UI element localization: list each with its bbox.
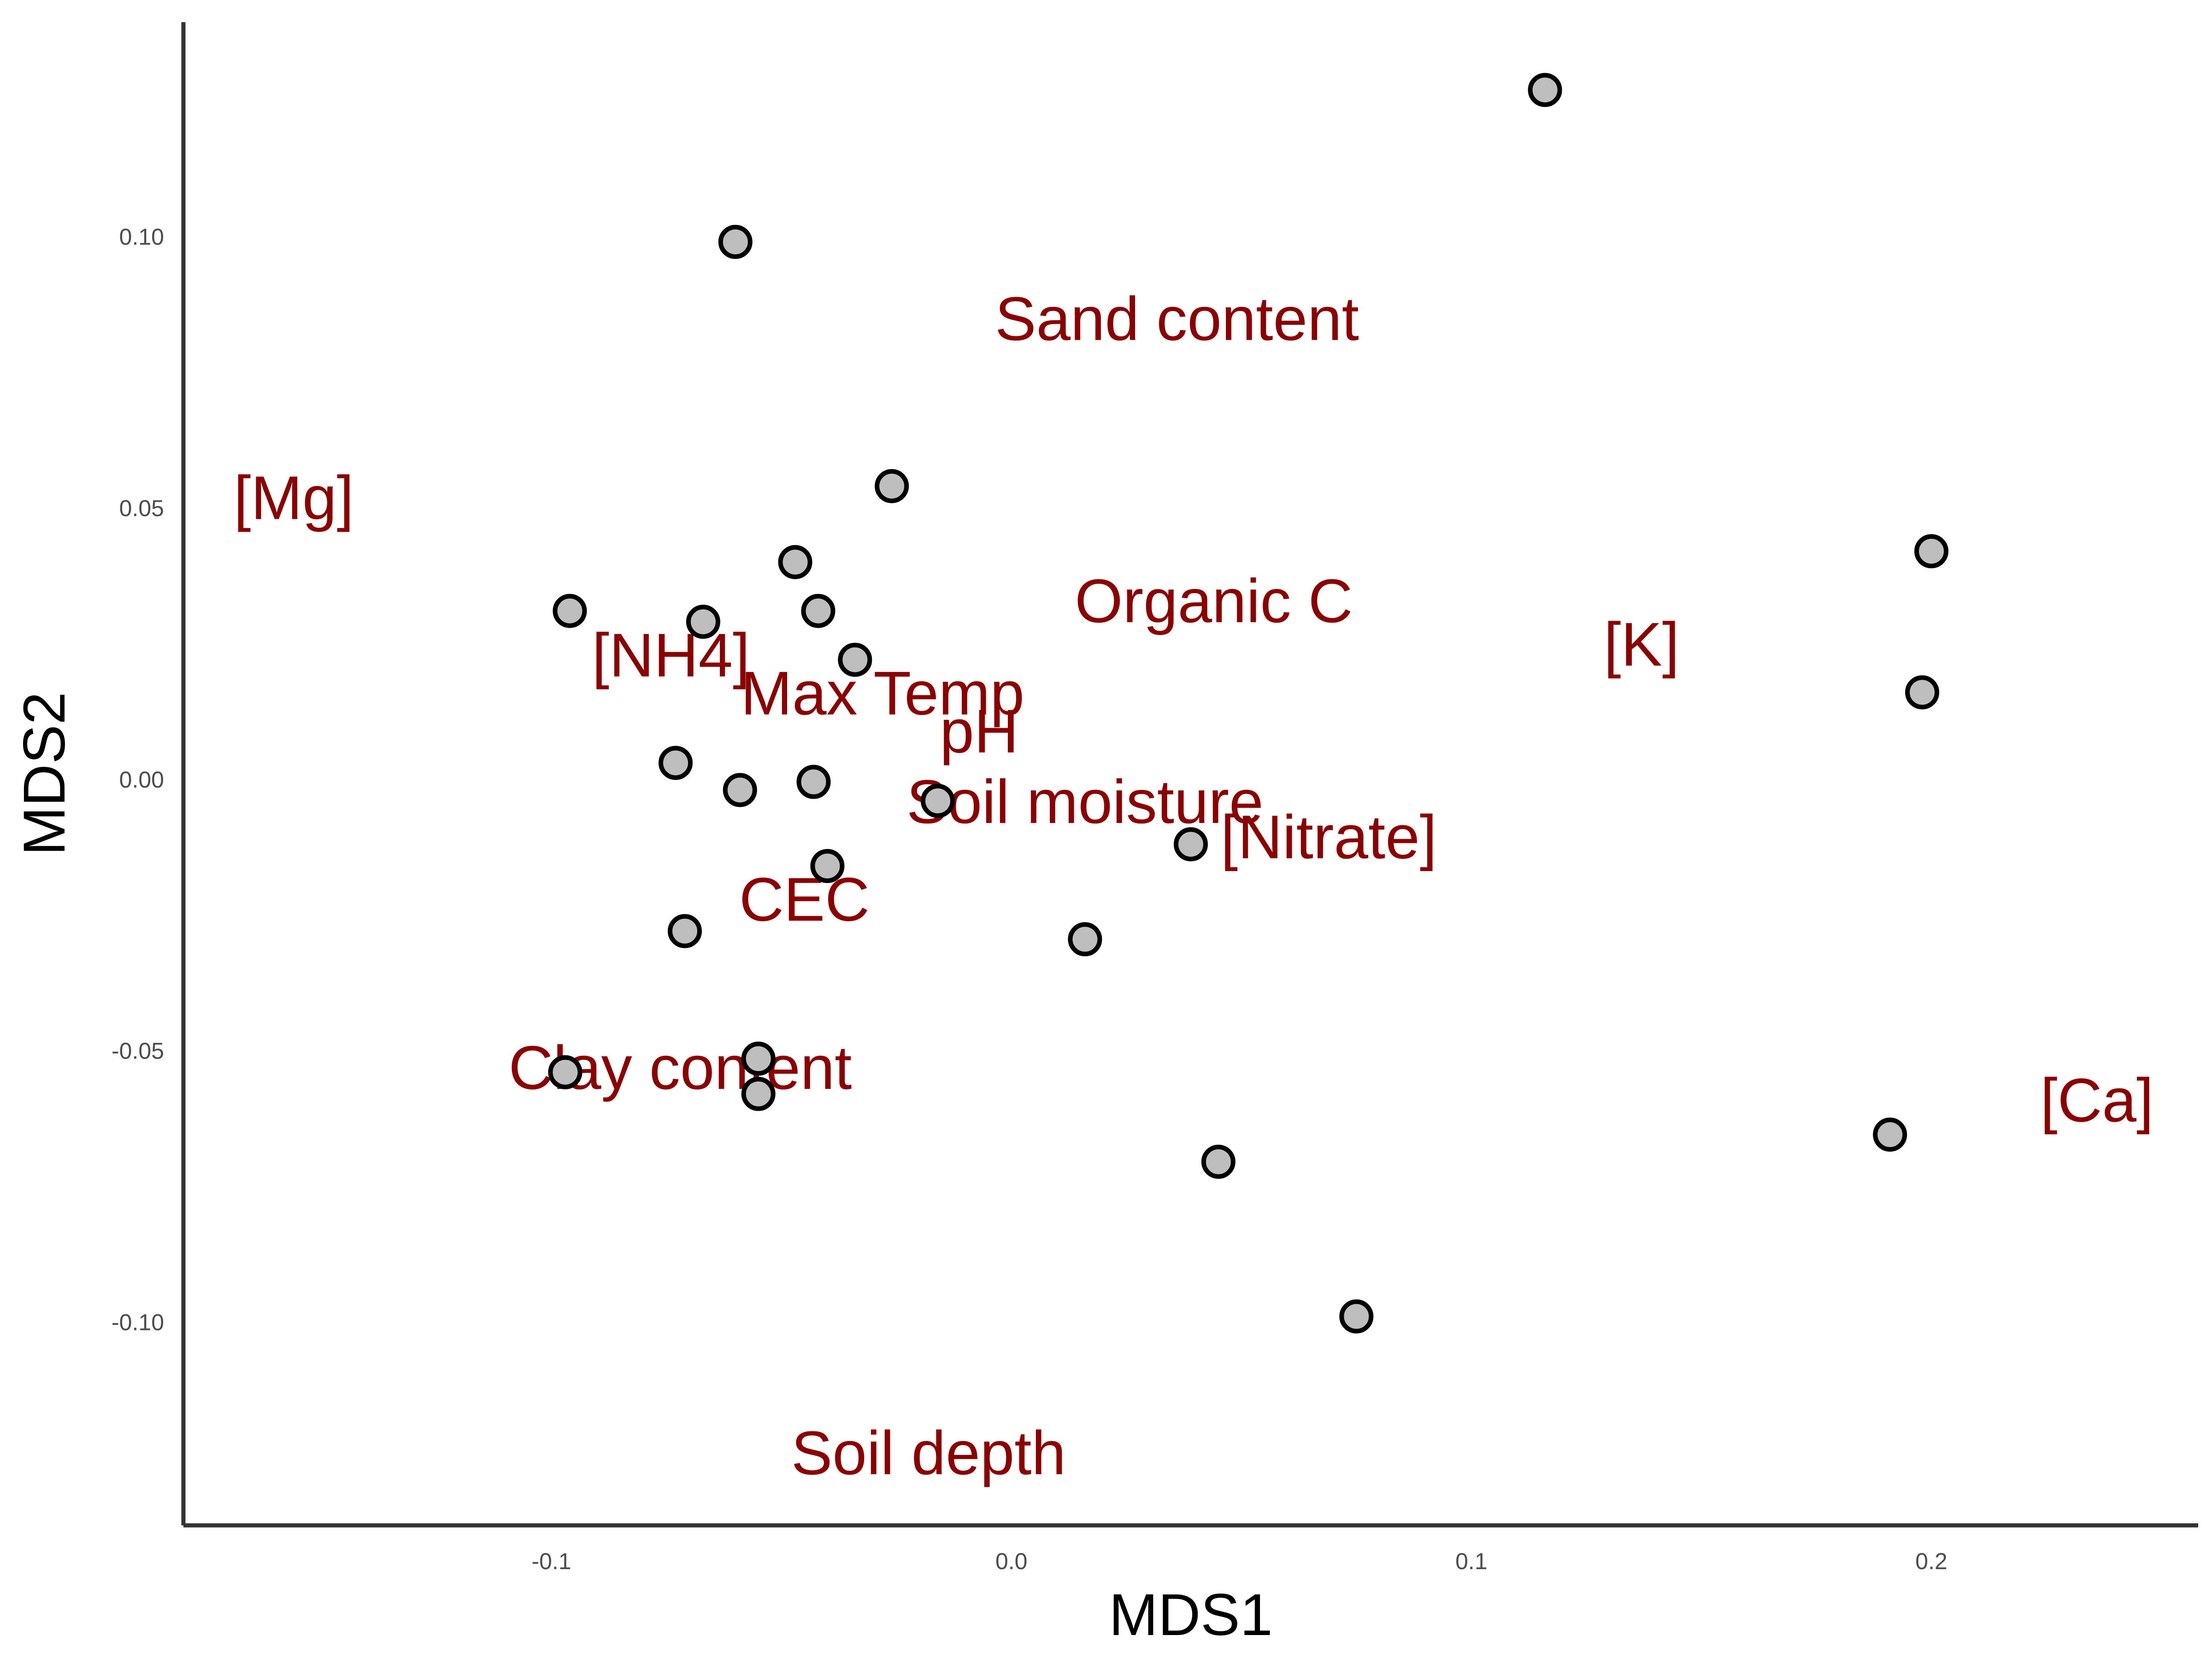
site-point (686, 605, 720, 639)
x-tick-label: 0.1 (1455, 1548, 1488, 1574)
x-axis-title: MDS1 (1109, 1582, 1273, 1648)
site-point (548, 1055, 582, 1089)
site-point (921, 783, 955, 818)
site-point (659, 746, 693, 780)
site-point (668, 914, 702, 948)
y-tick-label: 0.05 (119, 495, 164, 521)
env-variable-label: Soil depth (791, 1419, 1066, 1488)
env-variable-label: [Mg] (234, 464, 354, 532)
x-axis-ticks: -0.1 0.0 0.1 0.2 (531, 1548, 1947, 1574)
env-variable-label: Organic C (1075, 567, 1353, 635)
site-point (1068, 922, 1102, 957)
site-point (801, 594, 835, 628)
site-point (741, 1077, 776, 1111)
site-point (718, 224, 753, 259)
env-variable-label: [Ca] (2041, 1066, 2154, 1135)
x-tick-label: 0.2 (1915, 1548, 1947, 1574)
env-variable-label: Sand content (995, 285, 1359, 353)
site-point (553, 594, 587, 628)
site-point (1528, 73, 1562, 107)
site-point (838, 642, 872, 677)
x-tick-label: -0.1 (531, 1548, 571, 1574)
site-point (1339, 1299, 1374, 1334)
site-point (796, 765, 831, 799)
environmental-variable-labels: Sand content [Mg] Organic C [K] [NH4]Max Tem… (234, 285, 2153, 1488)
y-axis-title: MDS2 (12, 692, 77, 856)
y-tick-label: -0.10 (112, 1309, 164, 1335)
y-axis-ticks: -0.10 -0.05 0.00 0.05 0.10 (112, 224, 164, 1335)
site-point (875, 469, 909, 503)
site-point (1201, 1144, 1235, 1179)
site-point (723, 773, 757, 807)
y-tick-label: 0.10 (119, 224, 164, 250)
site-point (1873, 1118, 1907, 1152)
env-variable-label: Soil moisture (906, 768, 1264, 836)
env-variable-label: [Nitrate] (1221, 803, 1437, 871)
site-point (1914, 534, 1949, 569)
site-point (778, 545, 812, 579)
site-point (741, 1041, 776, 1076)
site-point (810, 849, 845, 883)
site-point (1174, 827, 1208, 862)
env-variable-label: [NH4] (592, 621, 750, 690)
env-variable-label: pH (940, 697, 1018, 766)
site-points (548, 73, 1949, 1334)
axes (181, 22, 2198, 1528)
env-variable-label: CEC (739, 865, 870, 934)
env-variable-label: Max Temp (741, 659, 1024, 728)
x-tick-label: 0.0 (995, 1548, 1028, 1574)
env-variable-label: [K] (1604, 610, 1679, 679)
y-tick-label: 0.00 (119, 767, 164, 793)
site-point (1905, 675, 1940, 710)
y-tick-label: -0.05 (112, 1038, 164, 1064)
